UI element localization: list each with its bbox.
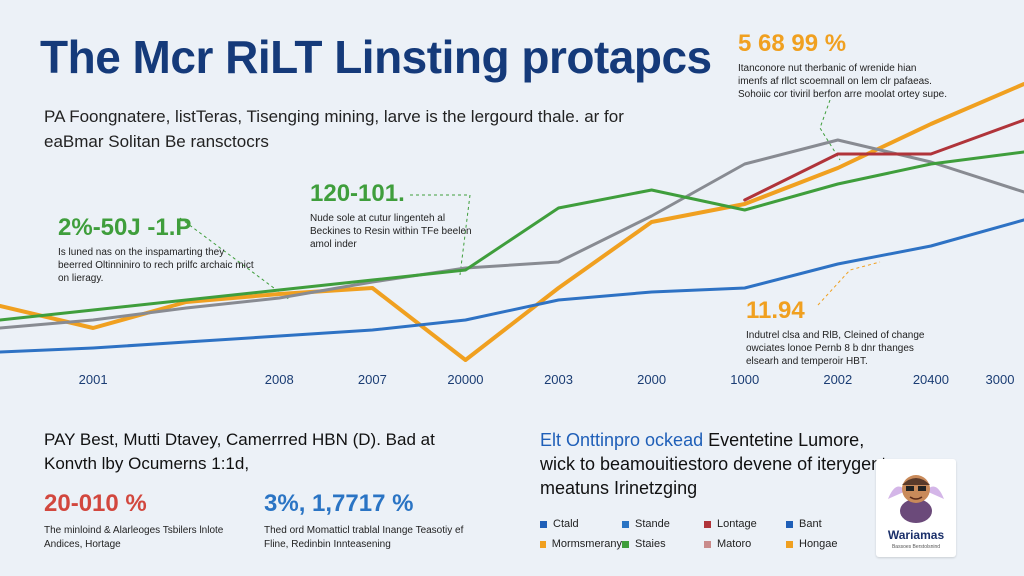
series-line-4 xyxy=(0,150,1024,322)
legend-swatch xyxy=(704,540,711,548)
logo-name: Wariamas xyxy=(887,528,945,542)
x-tick-label: 2000 xyxy=(637,372,666,387)
annotation-3-text: Itanconore nut therbanic of wrenide hian… xyxy=(738,63,947,100)
legend-label: Hongae xyxy=(799,538,838,550)
connector-4 xyxy=(817,261,881,306)
legend-item: Matoro xyxy=(704,538,786,550)
series-line-3 xyxy=(0,138,1024,330)
legend-swatch xyxy=(540,540,546,548)
x-tick-label: 2007 xyxy=(358,372,387,387)
subtitle: PA Foongnatere, listTeras, Tisenging min… xyxy=(44,104,694,154)
connector-1 xyxy=(179,217,291,301)
series-line-2 xyxy=(0,218,1024,354)
stat-1: 20-010 % The minloind & Alarleoges Tsbil… xyxy=(44,490,244,552)
stat-2-value: 3%, 1,7717 % xyxy=(264,490,414,517)
legend-label: Bant xyxy=(799,518,822,530)
x-tick-label: 2003 xyxy=(544,372,573,387)
subtitle-line-1: PA Foongnatere, listTeras, Tisenging min… xyxy=(44,107,624,126)
connector-2 xyxy=(410,194,471,276)
legend-label: Ctald xyxy=(553,518,579,530)
annotation-2: 120-101. Nude sole at cutur lingenteh al… xyxy=(310,180,480,251)
right-text-highlight: Elt Onttinpro ockead xyxy=(540,430,704,450)
connector-3 xyxy=(819,99,841,161)
page-title: The Mcr RiLT Linsting protapcs xyxy=(40,31,712,83)
logo: Wariamas Bassoes Berstolsnind xyxy=(876,459,956,557)
annotation-1: 2%-50J -1.P Is luned nas on the inspamar… xyxy=(58,214,258,285)
x-tick-label: 2002 xyxy=(823,372,852,387)
bottom-left-line-1: PAY Best, Mutti Dtavey, Camerrred HBN (D… xyxy=(44,430,435,449)
series-layer xyxy=(0,82,1024,362)
annotation-3-value: 5 68 99 % xyxy=(738,30,847,57)
right-text-body: Eventetine Lumore, wick to beamouitiesto… xyxy=(540,430,896,498)
annotation-connectors xyxy=(179,99,881,306)
x-tick-label: 2008 xyxy=(265,372,294,387)
legend-item: Staies xyxy=(622,538,704,550)
legend-item: Stande xyxy=(622,518,704,530)
legend-swatch xyxy=(786,540,793,548)
legend-swatch xyxy=(786,520,793,528)
x-axis-ticks: 2001 2008 2007 20000 2003 2000 1000 2002 20400 30… xyxy=(79,372,1015,387)
stat-2-text: Thed ord Momatticl trablal Inange Teasot… xyxy=(264,525,464,550)
legend-swatch xyxy=(704,520,711,528)
subtitle-line-2: eaBmar Solitan Be ransctocrs xyxy=(44,132,269,151)
mascot-icon xyxy=(888,475,944,523)
right-text: Elt Onttinpro ockead Eventetine Lumore, … xyxy=(540,428,900,500)
legend-item: Hongae xyxy=(786,538,868,550)
stat-1-text: The minloind & Alarleoges Tsbilers lnlot… xyxy=(44,525,224,550)
annotation-4: 11.94 Indutrel clsa and RlB, Cleined of … xyxy=(746,297,946,368)
x-tick-label: 3000 xyxy=(986,372,1015,387)
legend-swatch xyxy=(540,520,547,528)
bottom-left-line-2: Konvth lby Ocumerns 1:1d, xyxy=(44,454,250,473)
annotation-2-value: 120-101. xyxy=(310,180,405,207)
series-line-1 xyxy=(0,82,1024,362)
bottom-left-text: PAY Best, Mutti Dtavey, Camerrred HBN (D… xyxy=(44,428,464,476)
legend-swatch xyxy=(622,520,629,528)
x-tick-label: 20400 xyxy=(913,372,949,387)
legend-item: Lontage xyxy=(704,518,786,530)
annotation-3: 5 68 99 % Itanconore nut therbanic of wr… xyxy=(738,30,948,101)
legend-label: Lontage xyxy=(717,518,757,530)
annotation-4-value: 11.94 xyxy=(746,297,805,324)
annotation-2-text: Nude sole at cutur lingenteh al Beckines… xyxy=(310,213,472,250)
legend-label: Matoro xyxy=(717,538,752,550)
legend-item: Ctald xyxy=(540,518,622,530)
stat-1-value: 20-010 % xyxy=(44,490,147,517)
logo-tagline: Bassoes Berstolsnind xyxy=(891,544,941,550)
annotation-4-text: Indutrel clsa and RlB, Cleined of change… xyxy=(746,330,925,367)
legend-label: Staies xyxy=(635,538,666,550)
legend-swatch xyxy=(622,540,629,548)
annotation-1-value: 2%-50J -1.P xyxy=(58,214,192,241)
x-tick-label: 20000 xyxy=(447,372,483,387)
annotation-1-text: Is luned nas on the inspamarting they be… xyxy=(58,247,254,284)
stat-2: 3%, 1,7717 % Thed ord Momatticl trablal … xyxy=(264,490,484,552)
legend-item: Bant xyxy=(786,518,868,530)
series-line-5 xyxy=(743,118,1024,202)
legend: Ctald Stande Lontage Bant Mormsmerany Staies M… xyxy=(540,518,870,550)
x-tick-label: 1000 xyxy=(730,372,759,387)
x-tick-label: 2001 xyxy=(79,372,108,387)
legend-label: Mormsmerany xyxy=(551,538,622,550)
legend-label: Stande xyxy=(635,518,670,530)
legend-item: Mormsmerany xyxy=(540,538,622,550)
